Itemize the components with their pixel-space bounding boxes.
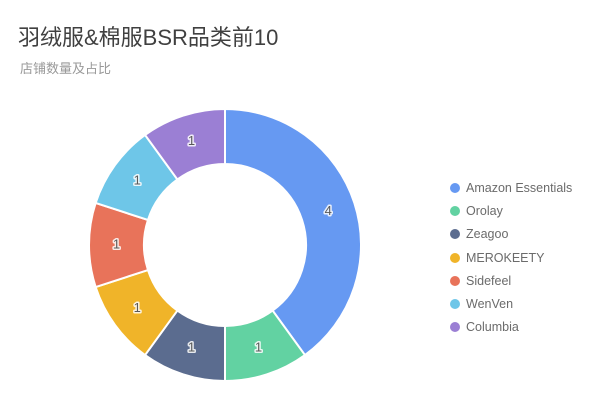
svg-text:1: 1 bbox=[188, 133, 195, 148]
svg-text:1: 1 bbox=[134, 173, 141, 188]
svg-text:1: 1 bbox=[113, 236, 120, 251]
svg-text:4: 4 bbox=[325, 203, 332, 218]
svg-text:1: 1 bbox=[188, 340, 195, 355]
svg-text:1: 1 bbox=[134, 300, 141, 315]
svg-text:1: 1 bbox=[255, 340, 262, 355]
